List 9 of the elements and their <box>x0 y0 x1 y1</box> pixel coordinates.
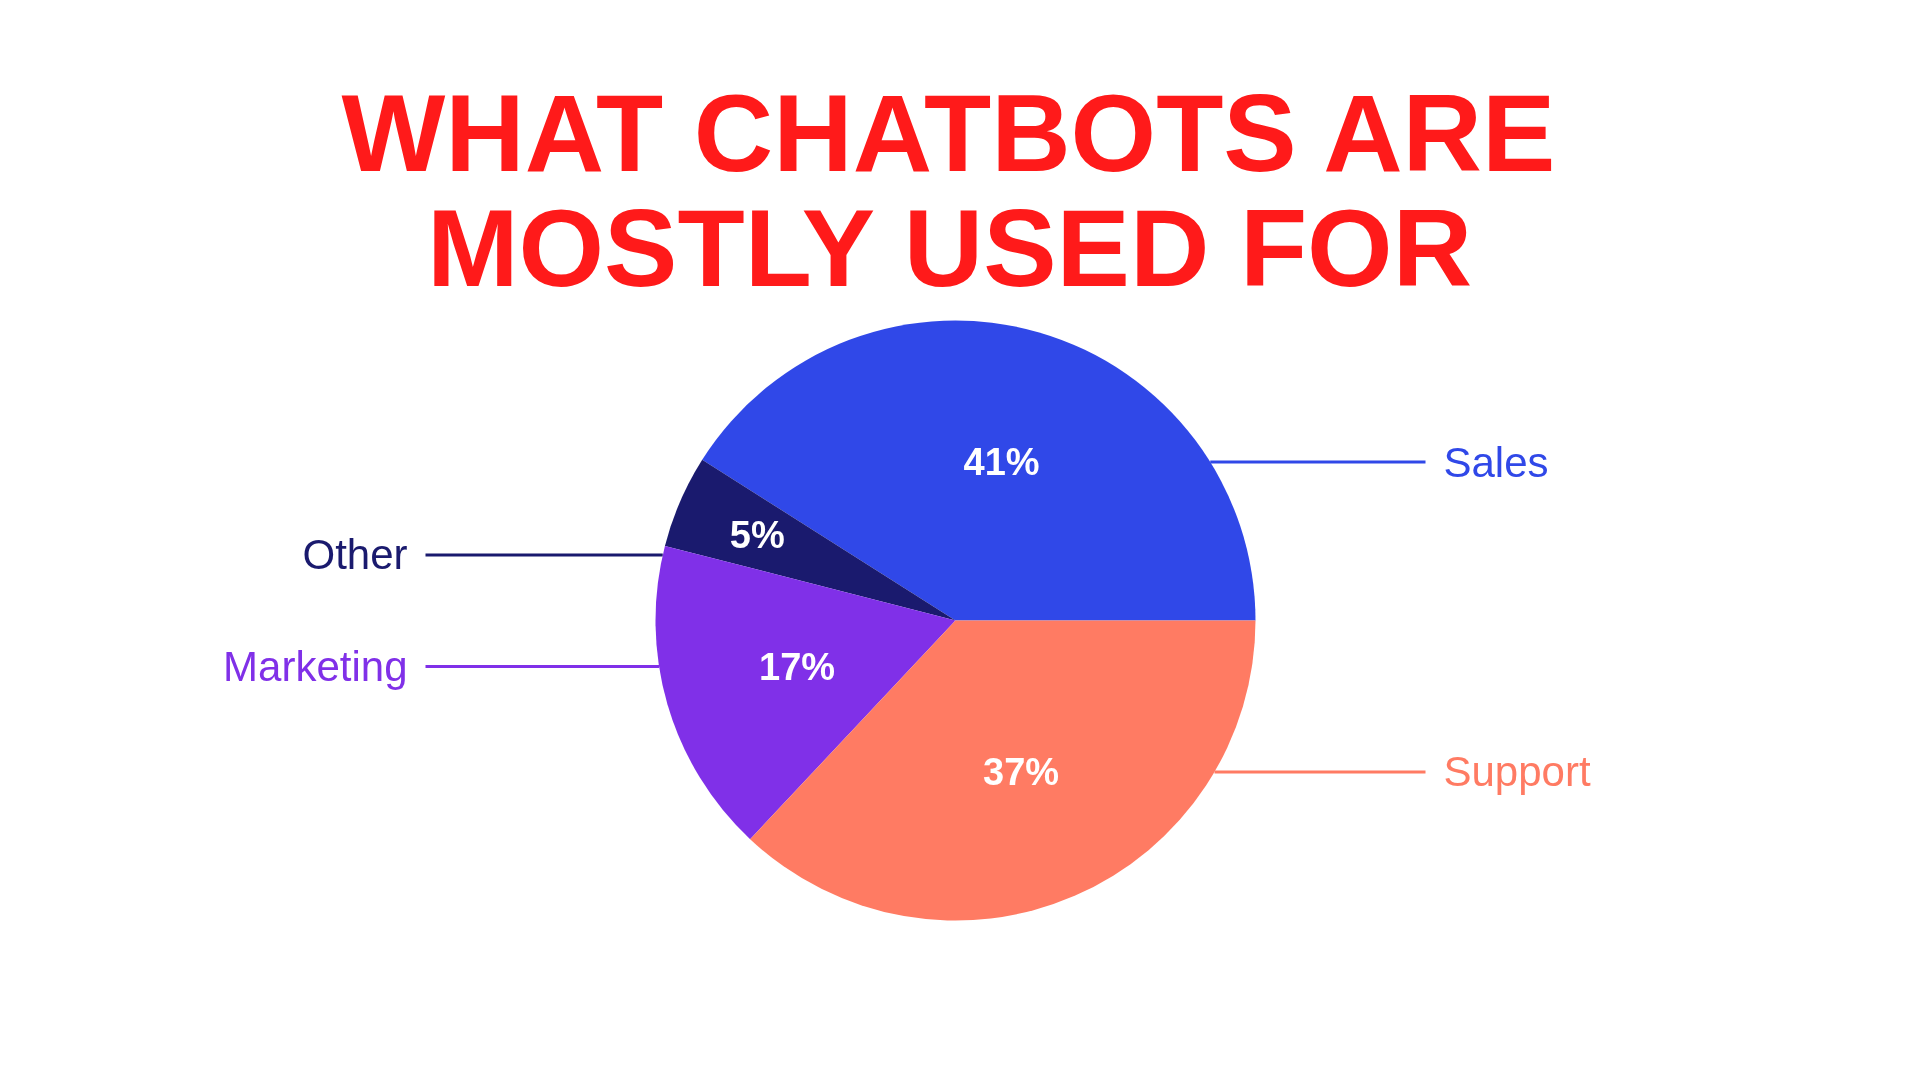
data-label: 37% <box>983 750 1060 793</box>
data-label: 41% <box>963 441 1040 484</box>
data-label: 5% <box>729 513 785 556</box>
slice-label: Other <box>302 531 408 579</box>
slice-label: Sales <box>1443 438 1549 486</box>
slice-label: Marketing <box>223 643 408 691</box>
slice-label: Support <box>1443 748 1591 796</box>
data-label: 17% <box>759 645 836 688</box>
chart-title: WHAT CHATBOTS ARE MOSTLY USED FOR <box>341 70 1556 309</box>
